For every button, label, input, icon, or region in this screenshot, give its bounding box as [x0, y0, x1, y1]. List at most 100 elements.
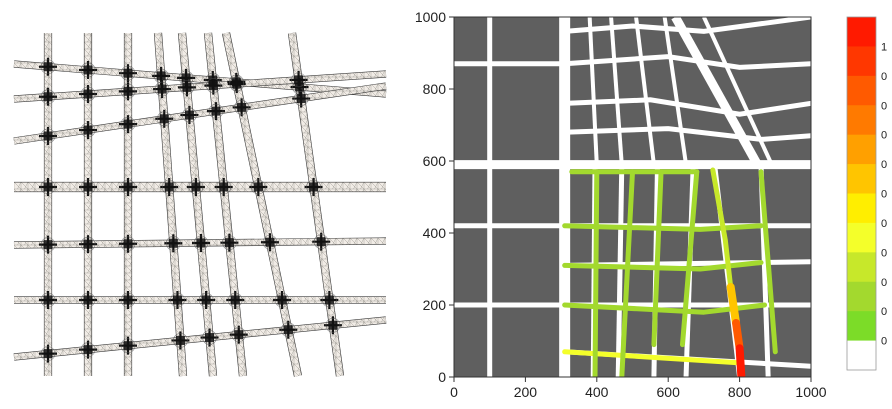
mesh-intersection [227, 75, 246, 94]
mesh-intersection [79, 291, 97, 309]
mesh-intersection [119, 234, 137, 253]
flooded-street-segment [758, 169, 778, 355]
mesh-intersection [273, 291, 292, 309]
mesh-intersection [232, 98, 251, 117]
mesh-intersection [119, 115, 137, 134]
flood-map-panel: 0 200 400 600 800 1000 0 200 400 600 800 1000 [415, 9, 827, 400]
flooded-street-segment [735, 344, 746, 377]
y-tick-label: 600 [423, 153, 447, 169]
mesh-intersection [79, 340, 97, 359]
street [634, 17, 656, 165]
mesh-intersection [249, 178, 268, 196]
street [702, 17, 774, 166]
mesh-intersection [79, 60, 97, 79]
mesh-intersection [39, 235, 57, 254]
y-tick-label: 1000 [415, 9, 446, 25]
mesh-intersection [168, 291, 187, 309]
colorbar-swatch [847, 281, 876, 312]
mesh-intersection [164, 234, 183, 253]
mesh-intersection [79, 235, 97, 254]
mesh-intersection [312, 232, 331, 251]
x-tick-label: 0 [450, 384, 458, 400]
street [609, 17, 624, 165]
flooded-street-segment [726, 283, 741, 327]
mesh-intersection [119, 64, 137, 83]
colorbar-swatch [847, 222, 876, 253]
mesh-intersection [119, 82, 137, 101]
mesh-intersection [177, 78, 196, 97]
street [615, 164, 625, 377]
flooded-street-segment [679, 169, 700, 348]
mesh-street-horizontal-fill [13, 83, 387, 144]
mesh-intersection [155, 109, 174, 128]
y-tick-label: 0 [438, 369, 446, 385]
mesh-street-horizontal-fill [13, 61, 387, 97]
street [564, 97, 811, 117]
mesh-panel [13, 32, 387, 377]
colorbar-frame [846, 16, 877, 371]
mesh-intersection [119, 336, 137, 355]
flooded-street-segment [562, 260, 764, 272]
mesh-intersection [191, 233, 210, 252]
flooded-street-segment [562, 302, 768, 315]
colorbar-swatch [847, 75, 876, 106]
mesh-intersection [214, 178, 233, 196]
colorbar-swatch [847, 17, 876, 47]
colorbar-tick-label: 0 [881, 71, 887, 83]
flooded-street-segment [710, 167, 734, 290]
plot-frame [453, 16, 812, 378]
mesh-intersection [186, 178, 205, 196]
mesh-intersection [39, 87, 57, 106]
colorbar-swatch [847, 311, 876, 341]
colorbar-tick-label: 0 [881, 159, 887, 171]
mesh-intersection [220, 233, 239, 252]
colorbar-swatch [847, 134, 876, 165]
mesh-intersection [39, 291, 57, 309]
y-tick-label: 200 [423, 297, 447, 313]
mesh-intersection [206, 102, 225, 121]
mesh-intersection [160, 178, 179, 196]
mesh-intersection [39, 344, 57, 363]
mesh-intersection [153, 80, 172, 99]
colorbar-swatch [847, 46, 876, 77]
mesh-intersection [197, 291, 216, 309]
mesh-intersection [260, 233, 279, 252]
colorbar-tick-label: 0 [881, 247, 887, 259]
mesh-intersection [323, 316, 342, 335]
colorbar-tick-label: 0 [881, 189, 887, 201]
mesh-intersection [320, 291, 339, 309]
colorbar-swatch [847, 252, 876, 283]
axes: 0 200 400 600 800 1000 0 200 400 600 800 1000 [415, 9, 827, 400]
mesh-intersection [171, 331, 190, 350]
mesh-intersection [292, 89, 311, 108]
mesh-intersection [289, 70, 308, 89]
mesh-intersection [39, 57, 57, 76]
mesh-intersection [79, 85, 97, 104]
flooded-street-segment [732, 319, 744, 353]
mesh-intersection [180, 106, 199, 125]
colorbar-tick-label: 1 [881, 41, 887, 53]
mesh-intersection [200, 328, 219, 347]
mesh-intersection [119, 178, 137, 196]
colorbar-tick-label: 0 [881, 336, 887, 348]
mesh-street-horizontal-fill [13, 71, 387, 102]
mesh-intersection [79, 121, 97, 140]
street [662, 17, 689, 165]
colorbar-tick-label: 0 [881, 277, 887, 289]
mesh-intersection [279, 320, 298, 339]
colorbar-swatch [847, 164, 876, 194]
flooded-street-segment [651, 169, 664, 348]
x-tick-label: 600 [657, 384, 681, 400]
colorbar-tick-label: 0 [881, 218, 887, 230]
x-tick-label: 400 [585, 384, 609, 400]
street [671, 17, 762, 167]
colorbar-tick-label: 0 [881, 100, 887, 112]
colorbar-tick-label: 0 [881, 306, 887, 318]
flooded-streets [562, 167, 778, 377]
street [564, 126, 811, 142]
mesh-street-vertical-fill [222, 32, 302, 377]
mesh-intersection [226, 291, 245, 309]
mesh-intersection [119, 291, 137, 309]
colorbar-swatch [847, 340, 876, 371]
